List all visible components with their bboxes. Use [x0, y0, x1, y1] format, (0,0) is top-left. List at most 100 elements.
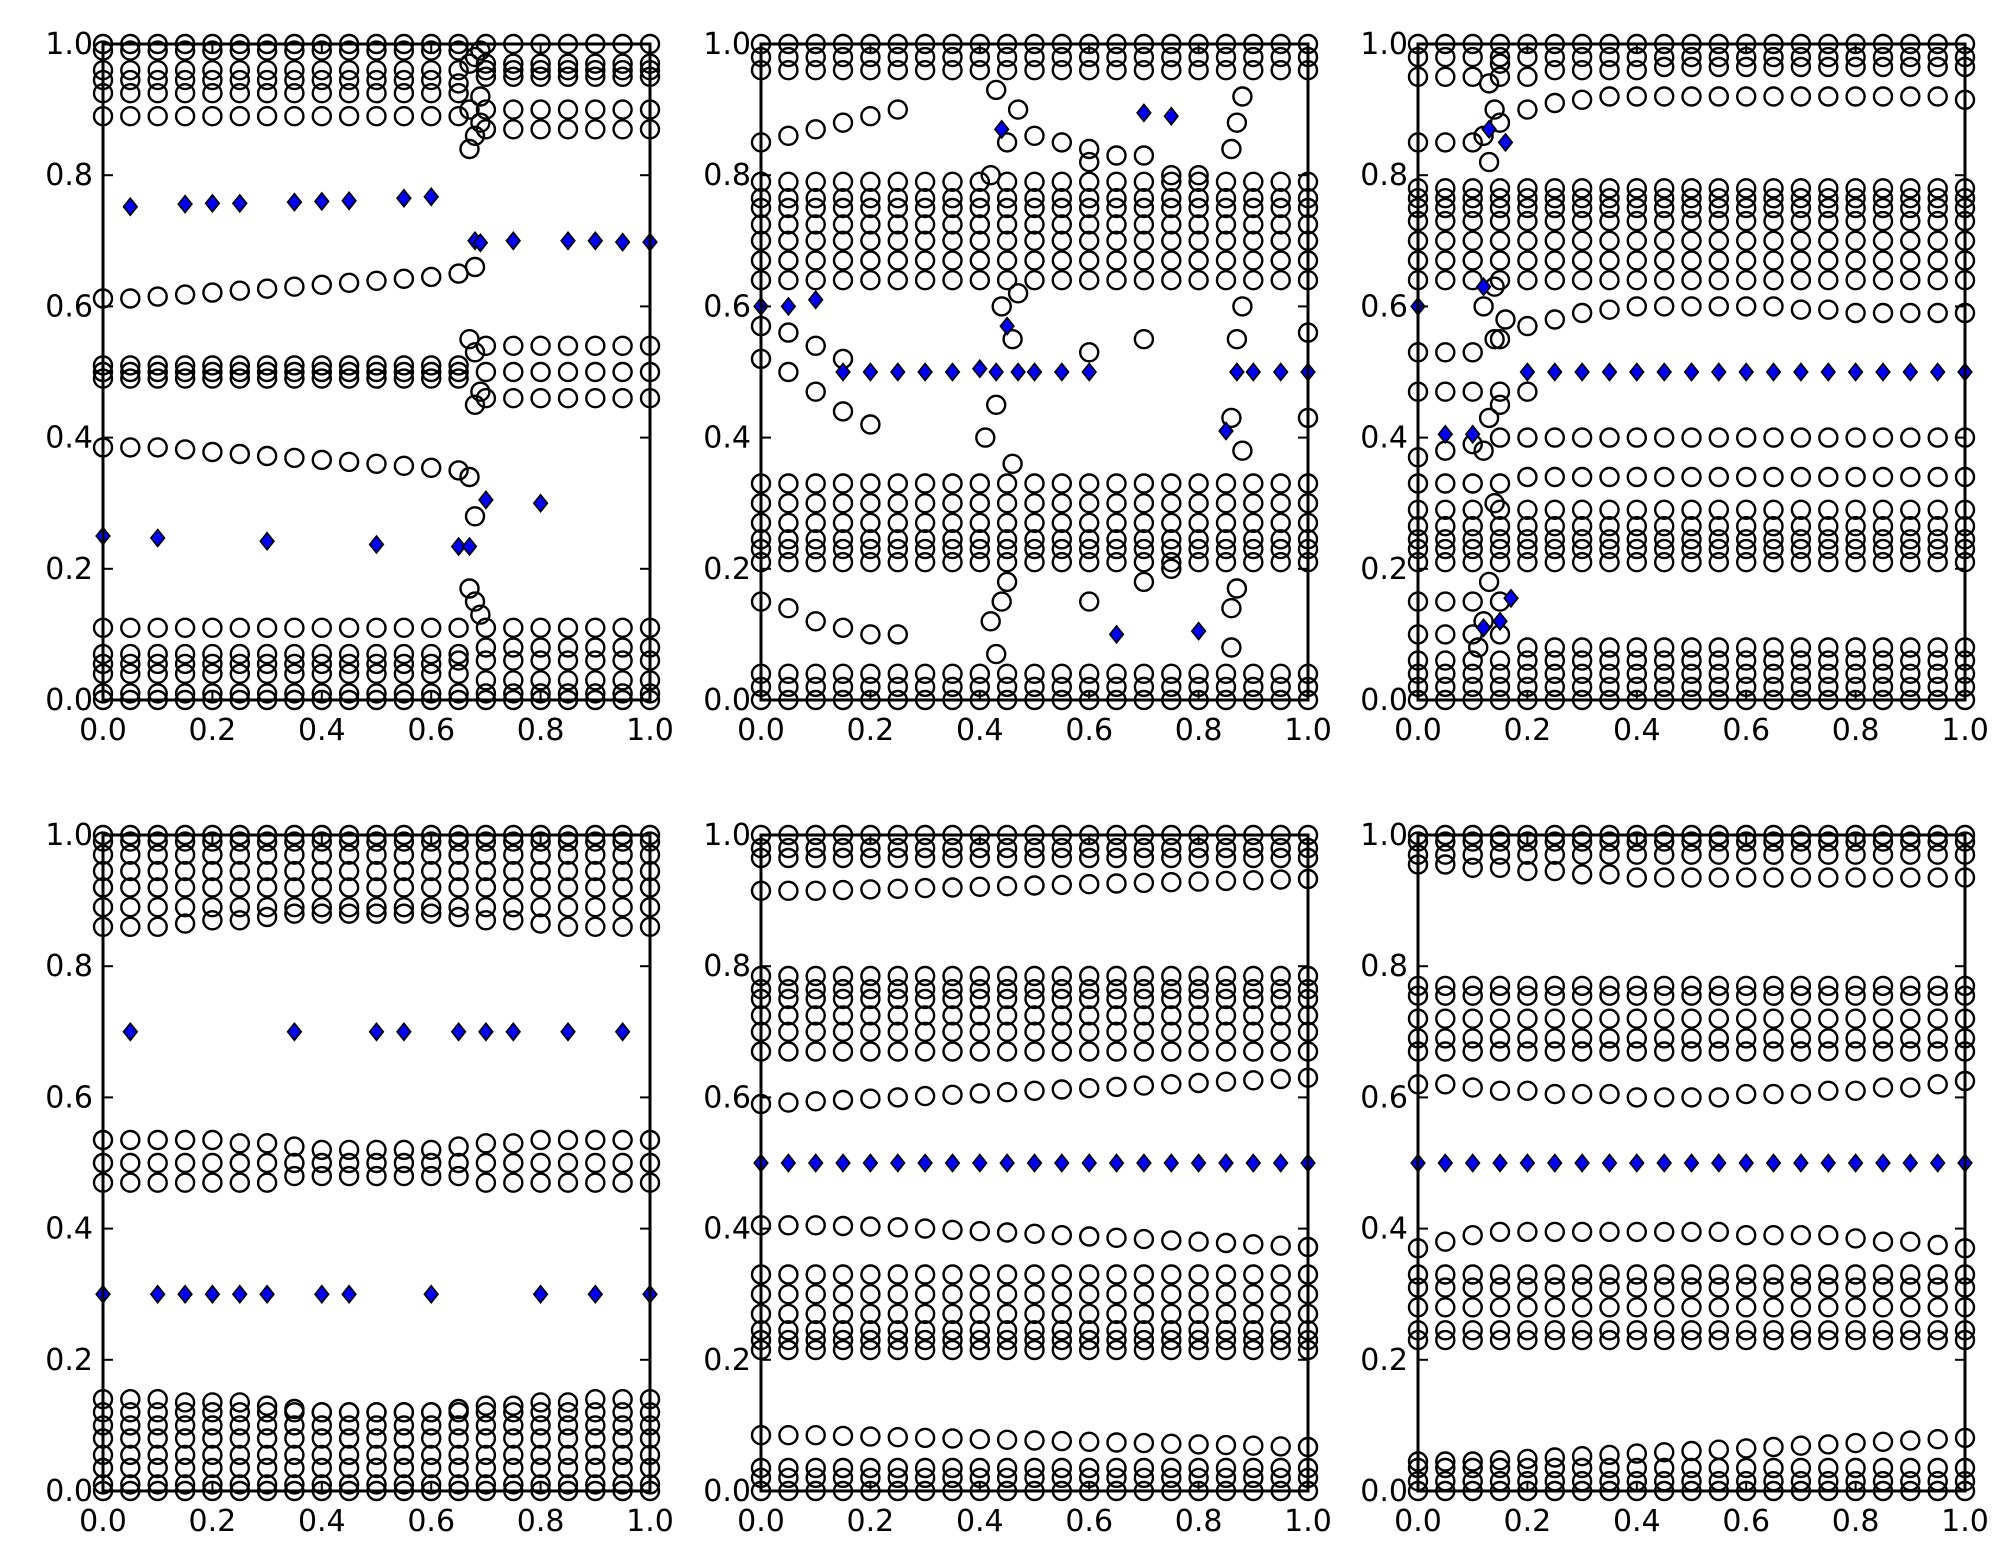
- circle-point: [311, 1402, 332, 1423]
- circle-point: [1790, 1297, 1812, 1318]
- circle-point: [1571, 552, 1593, 573]
- circle-point: [585, 844, 606, 865]
- circle-point: [887, 512, 908, 534]
- circle-point: [1681, 1221, 1702, 1243]
- circle-point: [174, 59, 196, 81]
- circle-point: [338, 368, 360, 389]
- circle-point: [832, 1089, 854, 1111]
- circle-point: [612, 1415, 633, 1436]
- x-tick-label: 0.8: [517, 713, 565, 748]
- circle-point: [1473, 296, 1494, 317]
- diamond-point: [1710, 1153, 1727, 1173]
- circle-point: [860, 1005, 881, 1026]
- circle-point: [1653, 197, 1675, 219]
- circle-point: [530, 1392, 551, 1413]
- circle-point: [612, 637, 633, 658]
- circle-point: [1790, 178, 1812, 199]
- circle-point: [1024, 270, 1045, 291]
- circle-point: [366, 1474, 387, 1495]
- circle-point: [1517, 663, 1538, 684]
- circle-point: [311, 683, 332, 704]
- circle-point: [202, 59, 223, 81]
- circle-point: [1161, 529, 1182, 550]
- circle-point: [421, 877, 442, 898]
- circle-point: [1489, 230, 1511, 252]
- circle-point: [338, 1428, 360, 1449]
- circle-point: [1232, 86, 1253, 107]
- circle-point: [1024, 837, 1045, 859]
- circle-point: [1626, 178, 1648, 199]
- circle-point: [887, 171, 908, 193]
- circle-point: [778, 529, 799, 550]
- circle-point: [421, 457, 442, 478]
- circle-point: [1161, 1283, 1182, 1305]
- circle-point: [1900, 499, 1921, 520]
- circle-point: [1462, 381, 1483, 402]
- circle-point: [1462, 857, 1483, 878]
- circle-point: [1435, 844, 1456, 865]
- circle-point: [1078, 1005, 1100, 1026]
- circle-point: [1133, 1283, 1155, 1305]
- circle-point: [1161, 1303, 1182, 1325]
- circle-point: [229, 105, 251, 127]
- x-tick-label: 0.8: [517, 1504, 565, 1539]
- circle-point: [1626, 529, 1648, 550]
- circle-point: [530, 1415, 551, 1436]
- diamond-point: [1902, 1153, 1919, 1173]
- circle-point: [256, 1152, 278, 1174]
- circle-point: [1763, 538, 1784, 560]
- circle-point: [256, 1457, 278, 1479]
- circle-point: [1489, 1297, 1511, 1318]
- circle-point: [1106, 250, 1127, 271]
- circle-point: [1900, 1329, 1921, 1351]
- circle-point: [1078, 1431, 1100, 1453]
- diamond-point: [807, 1153, 824, 1173]
- circle-point: [778, 361, 799, 383]
- circle-point: [942, 1428, 963, 1449]
- circle-point: [530, 1428, 551, 1449]
- circle-point: [1763, 197, 1784, 219]
- diamond-point: [1190, 1153, 1207, 1173]
- circle-point: [1435, 132, 1456, 153]
- circle-point: [1133, 847, 1155, 869]
- circle-point: [1681, 663, 1702, 684]
- y-tick-label: 0.0: [703, 683, 751, 718]
- circle-point: [1435, 1277, 1456, 1298]
- circle-point: [1818, 1264, 1839, 1285]
- circle-point: [1215, 187, 1237, 209]
- circle-point: [1927, 466, 1948, 488]
- circle-point: [1571, 230, 1593, 252]
- circle-point: [1051, 1467, 1073, 1489]
- circle-point: [448, 1415, 469, 1436]
- circle-point: [1161, 59, 1182, 81]
- circle-point: [996, 1081, 1018, 1103]
- circle-point: [585, 335, 606, 356]
- circle-point: [475, 877, 497, 898]
- circle-point: [1626, 867, 1648, 888]
- circle-point: [585, 1129, 606, 1151]
- circle-point: [1790, 552, 1812, 573]
- circle-point: [996, 965, 1018, 987]
- circle-point: [202, 1172, 223, 1193]
- circle-point: [1653, 56, 1675, 78]
- diamond-point: [1481, 119, 1497, 140]
- circle-point: [1051, 529, 1073, 550]
- circle-point: [612, 1474, 633, 1495]
- circle-point: [1818, 650, 1839, 671]
- circle-point: [1626, 1008, 1648, 1029]
- x-tick-label: 0.4: [956, 713, 1004, 748]
- circle-point: [1007, 99, 1029, 120]
- circle-point: [256, 1428, 278, 1449]
- circle-point: [1106, 837, 1127, 859]
- circle-point: [1571, 1297, 1593, 1318]
- circle-point: [1900, 1041, 1921, 1062]
- circle-point: [174, 439, 196, 460]
- circle-point: [1763, 844, 1784, 865]
- circle-point: [1872, 1320, 1894, 1341]
- circle-point: [464, 256, 486, 278]
- circle-point: [969, 979, 990, 1000]
- circle-point: [448, 460, 469, 481]
- circle-point: [1735, 1028, 1757, 1049]
- circle-point: [914, 46, 936, 68]
- circle-point: [448, 1136, 469, 1157]
